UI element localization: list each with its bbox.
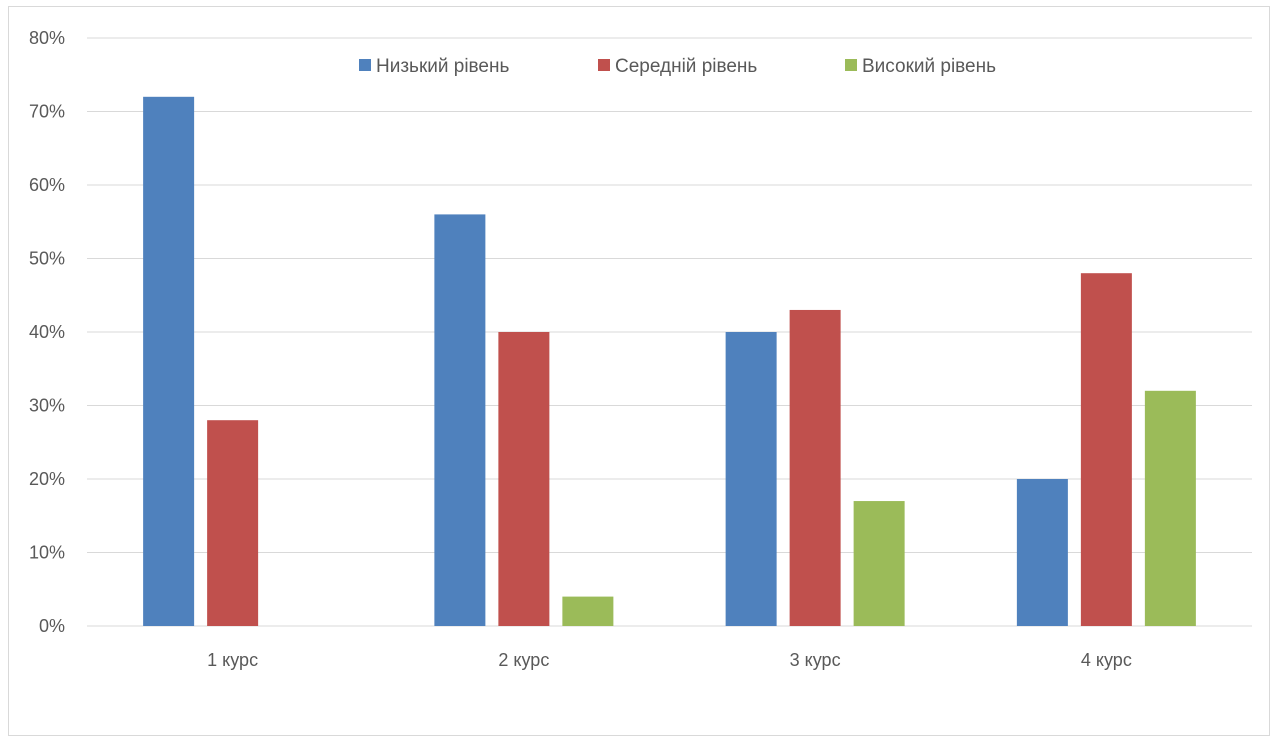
bar — [853, 501, 905, 626]
legend-swatch — [845, 59, 857, 71]
bar — [1016, 479, 1068, 626]
y-tick-label: 40% — [29, 322, 65, 342]
y-tick-label: 30% — [29, 396, 65, 416]
legend-swatch — [598, 59, 610, 71]
bars — [143, 96, 1196, 627]
legend-label: Високий рівень — [862, 56, 996, 77]
x-axis-ticks: 1 курс 2 курс 3 курс 4 курс — [207, 650, 1132, 670]
y-tick-label: 50% — [29, 249, 65, 269]
y-tick-label: 80% — [29, 28, 65, 48]
x-tick-label: 3 курс — [790, 650, 841, 670]
y-tick-label: 20% — [29, 469, 65, 489]
y-tick-label: 0% — [39, 616, 65, 636]
x-tick-label: 4 курс — [1081, 650, 1132, 670]
bar — [1080, 273, 1132, 626]
x-tick-label: 1 курс — [207, 650, 258, 670]
bar — [434, 214, 486, 626]
bar — [1144, 390, 1196, 626]
x-tick-label: 2 курс — [498, 650, 549, 670]
y-tick-label: 60% — [29, 175, 65, 195]
y-axis-ticks: 0% 10% 20% 30% 40% 50% 60% 70% 80% — [29, 28, 65, 636]
legend-swatch — [359, 59, 371, 71]
legend-label: Середній рівень — [615, 56, 757, 77]
bar — [207, 420, 259, 626]
gridlines — [87, 37, 1252, 627]
bar — [143, 96, 195, 627]
y-tick-label: 10% — [29, 543, 65, 563]
bar — [789, 309, 841, 626]
bar — [562, 596, 614, 626]
y-tick-label: 70% — [29, 102, 65, 122]
legend-label: Низький рівень — [376, 56, 509, 77]
legend: Низький рівень Середній рівень Високий рів… — [359, 56, 996, 77]
bar — [725, 332, 777, 626]
bar — [498, 332, 550, 626]
